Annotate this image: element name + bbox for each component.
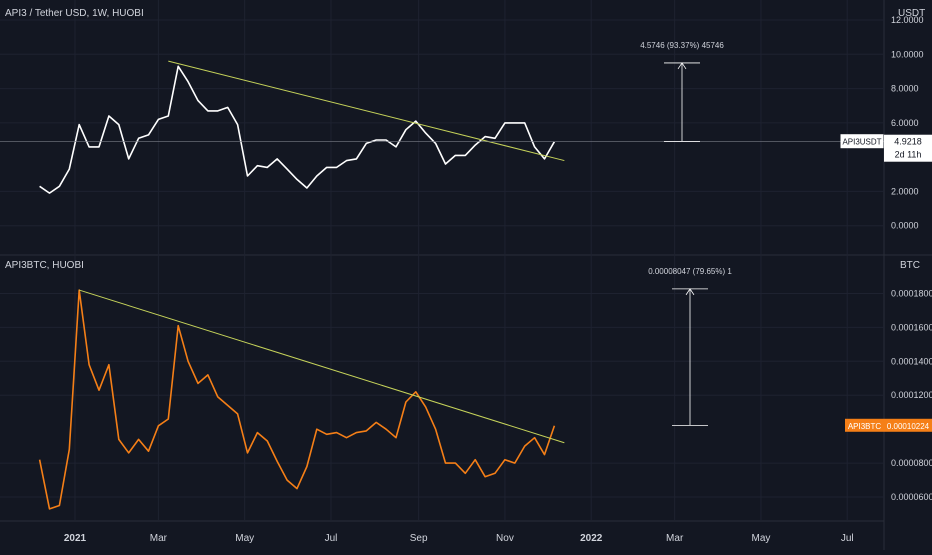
time-tick-label: 2021 — [64, 533, 87, 544]
time-tick-label: Sep — [410, 533, 428, 544]
trendline — [79, 289, 565, 444]
last-price-badge — [884, 134, 932, 162]
symbol-badge — [840, 134, 884, 149]
measure-arrow-head — [685, 288, 695, 296]
time-tick-label: Mar — [666, 533, 684, 544]
last-price-value: 0.00010224 — [887, 422, 930, 431]
measure-label: 0.00008047 (79.65%) 1 — [648, 267, 732, 276]
price-tick-label: 0.0000 — [891, 221, 919, 231]
usdt-price-line — [39, 65, 556, 194]
time-tick-label: May — [751, 533, 770, 544]
pane1-title: API3 / Tether USD, 1W, HUOBI — [5, 8, 144, 19]
symbol-badge-label: API3USDT — [842, 138, 881, 147]
price-tick-label: 2.0000 — [891, 186, 919, 196]
time-tick-label: Mar — [150, 533, 168, 544]
time-tick-label: May — [235, 533, 254, 544]
symbol-badge — [845, 418, 884, 432]
time-tick-label: 2022 — [580, 533, 603, 544]
measure-label: 4.5746 (93.37%) 45746 — [640, 41, 724, 50]
trendline — [168, 60, 565, 162]
btc-price-line — [38, 289, 556, 510]
time-tick-label: Nov — [496, 533, 514, 544]
price-tick-label: 10.0000 — [891, 49, 924, 59]
last-price-value: 4.9218 — [894, 137, 922, 147]
last-price-badge — [884, 418, 932, 432]
bar-countdown: 2d 11h — [895, 150, 922, 160]
price-tick-label: 12.0000 — [891, 15, 924, 25]
pane1-unit-label: USDT — [898, 8, 926, 19]
measure-arrow-head — [677, 62, 687, 70]
pane2-title: API3BTC, HUOBI — [5, 260, 84, 271]
time-tick-label: Jul — [325, 533, 338, 544]
time-tick-label: Jul — [841, 533, 854, 544]
symbol-badge-label: API3BTC — [848, 422, 882, 431]
pane2-unit-label: BTC — [900, 260, 920, 271]
price-tick-label: 6.0000 — [891, 118, 919, 128]
price-tick-label: 8.0000 — [891, 84, 919, 94]
